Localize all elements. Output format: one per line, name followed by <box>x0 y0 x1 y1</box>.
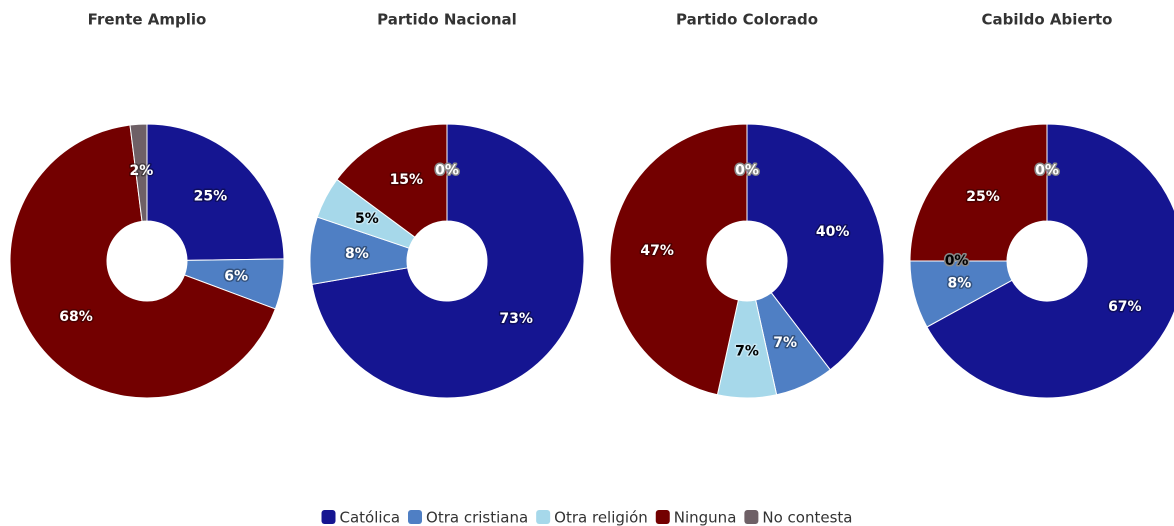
slice <box>746 123 885 371</box>
legend-label: No contesta <box>762 509 852 526</box>
slice <box>609 123 748 396</box>
legend-swatch <box>655 510 670 524</box>
slice <box>146 123 285 261</box>
legend-label: Ninguna <box>674 509 737 526</box>
slice <box>926 123 1174 399</box>
data-label: 0% <box>1035 163 1059 179</box>
data-label: 8% <box>345 246 369 262</box>
data-label: 47% <box>640 243 674 259</box>
slice <box>909 123 1048 262</box>
data-label: 2% <box>129 163 153 179</box>
data-label: 7% <box>773 335 797 351</box>
data-label: 6% <box>224 268 248 284</box>
legend-swatch <box>536 510 551 524</box>
data-label: 67% <box>1108 299 1142 315</box>
legend-swatch <box>744 510 759 524</box>
legend-swatch <box>408 510 423 524</box>
data-label: 68% <box>59 309 93 325</box>
legend: Católica Otra cristiana Otra religión Ningu… <box>321 509 852 526</box>
data-label: 0% <box>735 163 759 179</box>
legend-label: Otra religión <box>554 509 648 526</box>
data-label: 0% <box>435 163 459 179</box>
data-label: 15% <box>390 172 424 188</box>
legend-label: Otra cristiana <box>426 509 528 526</box>
data-label: 73% <box>499 311 533 327</box>
legend-swatch <box>321 510 336 524</box>
chart-title: Cabildo Abierto <box>982 11 1113 29</box>
slice <box>129 123 148 222</box>
data-label: 25% <box>194 189 228 205</box>
slice <box>9 124 276 399</box>
data-label: 7% <box>735 343 759 359</box>
data-label: 5% <box>355 211 379 227</box>
data-label: 0% <box>945 253 969 269</box>
slice <box>311 123 585 399</box>
chart-title: Frente Amplio <box>88 11 207 29</box>
chart-title: Partido Nacional <box>377 11 517 29</box>
legend-label: Católica <box>340 509 401 526</box>
data-label: 40% <box>816 224 850 240</box>
data-label: 25% <box>966 189 1000 205</box>
slice <box>336 123 448 238</box>
data-label: 8% <box>948 275 972 291</box>
chart-title: Partido Colorado <box>676 11 818 29</box>
